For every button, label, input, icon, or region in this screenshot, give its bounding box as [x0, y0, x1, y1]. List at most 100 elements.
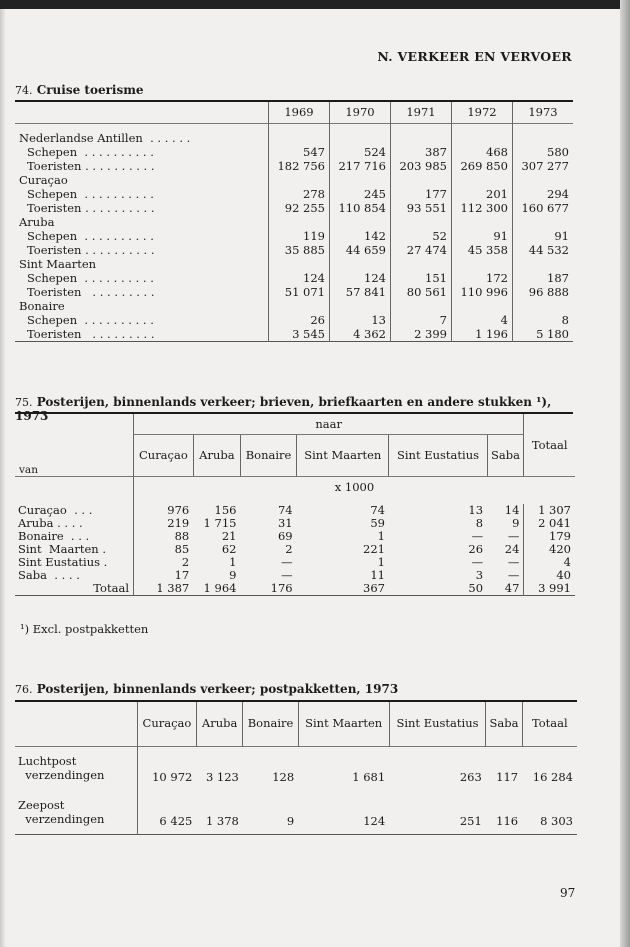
table-number: 76. [15, 683, 33, 696]
value-cell: 251 [459, 813, 482, 828]
value-cell: 547 [268, 145, 330, 159]
group-label: Nederlandse Antillen . . . . . . [19, 131, 191, 145]
value-cell: 62 [221, 542, 237, 556]
value-cell: 4 362 [329, 327, 391, 342]
value-cell: 93 551 [390, 201, 452, 215]
value-cell: 35 885 [268, 243, 330, 257]
column-header: Sint Eustatius [388, 702, 486, 746]
value-cell: 117 [496, 770, 519, 784]
table-row: Toeristen . . . . . . . . . 3 545 4 362 2 3… [15, 327, 573, 342]
value-cell: 269 850 [451, 159, 513, 173]
table-row: Zeepost verzendingen 6 425 1 378 9 124 251 116… [15, 790, 577, 834]
table-row: Toeristen . . . . . . . . . 51 071 57 841 8… [15, 285, 573, 299]
value-cell: — [281, 555, 293, 569]
row-label: Saba . . . . [18, 568, 80, 582]
empty-cell [512, 257, 573, 271]
column-header: Aruba [195, 702, 243, 746]
table-row: Schepen . . . . . . . . . . 278 245 177 201 2… [15, 187, 573, 201]
value-cell: 9 [229, 568, 237, 582]
spacer [133, 498, 575, 504]
column-header: 1973 [512, 102, 573, 123]
value-cell: 1 964 [203, 581, 237, 595]
row-label: Bonaire . . . [18, 529, 90, 543]
header-row: Curaçao Aruba Bonaire Sint Maarten Sint Eust… [15, 702, 577, 746]
value-cell: 26 [268, 313, 330, 327]
empty-cell [451, 299, 513, 313]
chapter-header: N. VERKEER EN VERVOER [377, 49, 572, 64]
value-cell: 26 [468, 542, 484, 556]
value-cell: 2 [133, 556, 194, 569]
header-row-1: van naar Totaal [15, 414, 575, 477]
table-76-title: 76. Posterijen, binnenlands verkeer; pos… [15, 682, 398, 696]
value-cell: 9 [286, 813, 295, 828]
value-cell: 1 [377, 555, 385, 569]
spacer [390, 123, 452, 131]
table-number: 75. [15, 396, 33, 409]
value-cell: 40 [523, 569, 575, 582]
value-cell: 217 716 [329, 159, 391, 173]
table-74-title: 74. Cruise toerisme [15, 83, 144, 97]
column-header: Saba [485, 702, 523, 746]
empty-cell [512, 173, 573, 187]
value-cell: 13 [468, 503, 484, 517]
value-cell: 74 [370, 503, 385, 517]
value-cell: 1 681 [352, 770, 386, 784]
empty-cell [268, 173, 330, 187]
value-cell: 1 378 [205, 813, 239, 828]
empty-cell [329, 215, 391, 229]
column-header: Bonaire [239, 434, 297, 477]
row-label: Zeepost verzendingen [18, 797, 105, 826]
empty-cell [512, 299, 573, 313]
empty-cell [268, 215, 330, 229]
footnote: ¹) Excl. postpakketten [20, 622, 149, 636]
value-cell: 1 [377, 529, 385, 543]
value-cell: — [471, 529, 484, 543]
value-cell: 47 [504, 581, 520, 595]
value-cell: 176 [270, 581, 293, 595]
spacer [268, 123, 330, 131]
value-cell: 124 [329, 271, 391, 285]
value-cell: 11 [370, 568, 385, 582]
column-header: 1971 [390, 102, 452, 123]
table-number: 74. [15, 84, 33, 97]
value-cell: 1 196 [451, 327, 513, 342]
value-cell: 1 387 [133, 582, 194, 596]
table-cruise-toerisme: 1969 1970 1971 1972 1973 Nederlandse Antillen… [15, 102, 573, 342]
header-row-2: Curaçao Aruba Bonaire Sint Maarten Sint Eust… [15, 434, 575, 477]
unit-row: x 1000 [15, 476, 575, 498]
value-cell: 142 [329, 229, 391, 243]
empty-cell [268, 131, 330, 145]
value-cell: 1 307 [523, 504, 575, 517]
value-cell: 187 [512, 271, 573, 285]
total-row: Totaal 1 387 1 964 176 367 50 47 3 991 [15, 582, 575, 596]
value-cell: 52 [390, 229, 452, 243]
empty-cell [390, 215, 452, 229]
header-row: 1969 1970 1971 1972 1973 [15, 102, 573, 123]
value-cell: 110 996 [451, 285, 513, 299]
value-cell: 4 [451, 313, 513, 327]
value-cell: 203 985 [390, 159, 452, 173]
value-cell: 2 [285, 542, 293, 556]
page-edge-right [620, 0, 630, 947]
value-cell: 124 [363, 813, 386, 828]
empty-cell [451, 173, 513, 187]
value-cell: 278 [268, 187, 330, 201]
row-label: Toeristen . . . . . . . . . [27, 327, 155, 341]
row-label: Schepen . . . . . . . . . . [27, 271, 154, 285]
row-label: Schepen . . . . . . . . . . [27, 229, 154, 243]
column-header: Sint Maarten [297, 702, 390, 746]
table-row: Aruba . . . . 219 1 715 31 59 8 9 2 041 [15, 517, 575, 530]
value-cell: 1 715 [203, 516, 237, 530]
row-label: Schepen . . . . . . . . . . [27, 145, 154, 159]
total-header: Totaal [523, 414, 575, 477]
value-cell: 182 756 [268, 159, 330, 173]
column-header: Sint Eustatius [388, 434, 488, 477]
group-row: Sint Maarten [15, 257, 573, 271]
empty-cell [512, 215, 573, 229]
column-header: Sint Maarten [296, 434, 389, 477]
value-cell: 7 [390, 313, 452, 327]
value-cell: 110 854 [329, 201, 391, 215]
empty-cell [329, 131, 391, 145]
table-row: Bonaire . . . 88 21 69 1— —179 [15, 530, 575, 543]
spacer [329, 123, 391, 131]
